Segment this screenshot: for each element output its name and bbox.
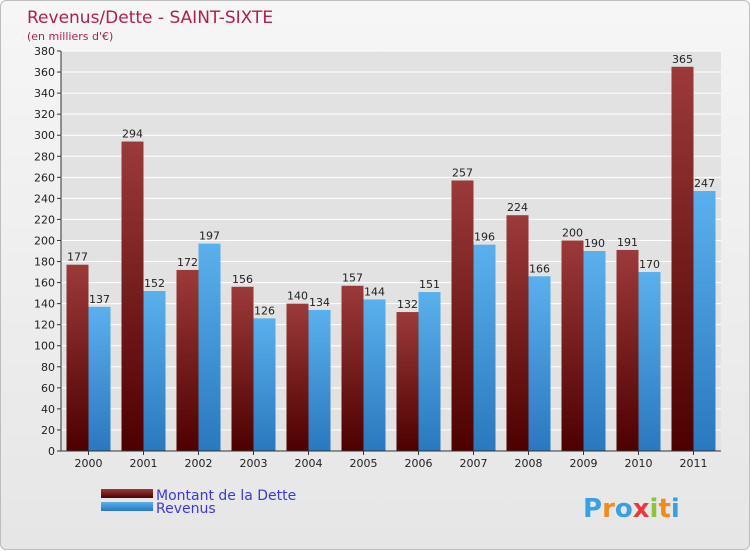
x-tick-label: 2002 [185, 457, 213, 470]
y-tick-label: 240 [34, 192, 55, 205]
x-tick-label: 2001 [130, 457, 158, 470]
bar-revenus [143, 291, 166, 451]
data-label: 247 [694, 177, 715, 190]
legend-label-dette: Montant de la Dette [156, 488, 296, 504]
y-tick-label: 380 [34, 45, 55, 58]
data-label: 224 [507, 201, 528, 214]
legend-label-revenus: Revenus [156, 501, 216, 517]
plot-area: 0 20 40 60 80 100 120 140 160 180 200 220 240 260 280 3… [34, 45, 721, 470]
y-tick-label: 320 [34, 108, 55, 121]
bar-revenus [693, 191, 716, 451]
y-tick-label: 60 [41, 382, 55, 395]
data-label: 294 [122, 128, 143, 141]
data-label: 191 [617, 236, 638, 249]
x-tick-label: 2000 [75, 457, 103, 470]
y-tick-label: 40 [41, 403, 55, 416]
legend-swatch-dette [101, 489, 153, 498]
bar-revenus [308, 309, 331, 451]
data-label: 200 [562, 226, 583, 239]
bar-dette [341, 285, 364, 451]
data-label: 156 [232, 273, 253, 286]
data-label: 157 [342, 272, 363, 285]
bar-revenus [583, 251, 606, 451]
data-label: 151 [419, 278, 440, 291]
x-tick-label: 2007 [460, 457, 488, 470]
bar-dette [121, 141, 144, 452]
bar-revenus [528, 276, 551, 451]
data-label: 170 [639, 258, 660, 271]
y-tick-label: 80 [41, 361, 55, 374]
data-label: 257 [452, 166, 473, 179]
bar-revenus [473, 244, 496, 451]
data-label: 166 [529, 262, 550, 275]
x-tick-label: 2008 [515, 457, 543, 470]
data-label: 177 [67, 251, 88, 264]
y-tick-label: 200 [34, 234, 55, 247]
y-tick-label: 300 [34, 129, 55, 142]
bar-revenus [198, 243, 221, 451]
y-tick-label: 180 [34, 256, 55, 269]
y-tick-label: 160 [34, 277, 55, 290]
y-tick-label: 100 [34, 340, 55, 353]
x-tick-label: 2004 [295, 457, 323, 470]
bar-dette [616, 249, 639, 451]
y-tick-label: 120 [34, 319, 55, 332]
data-label: 132 [397, 298, 418, 311]
bar-dette [396, 312, 419, 451]
logo-letter: i [671, 494, 680, 524]
data-label: 196 [474, 231, 495, 244]
x-tick-label: 2003 [240, 457, 268, 470]
y-tick-label: 280 [34, 150, 55, 163]
bar-dette [286, 303, 309, 451]
bar-dette [671, 66, 694, 451]
x-tick-label: 2010 [625, 457, 653, 470]
plot-background [61, 51, 721, 451]
bar-revenus [88, 306, 111, 451]
logo-letter: i [650, 494, 659, 524]
y-tick-label: 20 [41, 424, 55, 437]
bar-dette [451, 180, 474, 451]
y-tick-label: 140 [34, 298, 55, 311]
data-label: 365 [672, 53, 693, 66]
logo-letter: t [658, 494, 670, 524]
data-label: 152 [144, 277, 165, 290]
logo-letter: o [615, 494, 633, 524]
bar-revenus [638, 272, 661, 451]
data-label: 190 [584, 237, 605, 250]
data-label: 134 [309, 296, 330, 309]
logo-letter: r [602, 494, 615, 524]
proxiti-logo: Proxiti [583, 494, 680, 524]
data-label: 172 [177, 256, 198, 269]
bar-revenus [363, 299, 386, 451]
x-tick-label: 2009 [570, 457, 598, 470]
x-tick-label: 2011 [680, 457, 708, 470]
bar-revenus [253, 318, 276, 451]
bar-dette [231, 286, 254, 451]
data-label: 137 [89, 293, 110, 306]
x-tick-label: 2006 [405, 457, 433, 470]
chart-subtitle: (en milliers d'€) [27, 30, 113, 43]
bar-revenus [418, 292, 441, 451]
logo-letter: x [633, 494, 650, 524]
logo-letter: P [583, 494, 602, 524]
y-tick-label: 220 [34, 213, 55, 226]
legend-swatch-revenus [101, 502, 153, 511]
data-label: 197 [199, 230, 220, 243]
y-tick-label: 260 [34, 171, 55, 184]
y-tick-label: 0 [48, 445, 55, 458]
y-tick-label: 360 [34, 66, 55, 79]
bar-dette [66, 264, 89, 451]
bar-dette [506, 215, 529, 451]
chart-title: Revenus/Dette - SAINT-SIXTE [27, 8, 273, 28]
x-tick-label: 2005 [350, 457, 378, 470]
data-label: 126 [254, 304, 275, 317]
bar-dette [561, 240, 584, 451]
bar-dette [176, 269, 199, 451]
data-label: 144 [364, 285, 385, 298]
y-tick-label: 340 [34, 87, 55, 100]
data-label: 140 [287, 290, 308, 303]
